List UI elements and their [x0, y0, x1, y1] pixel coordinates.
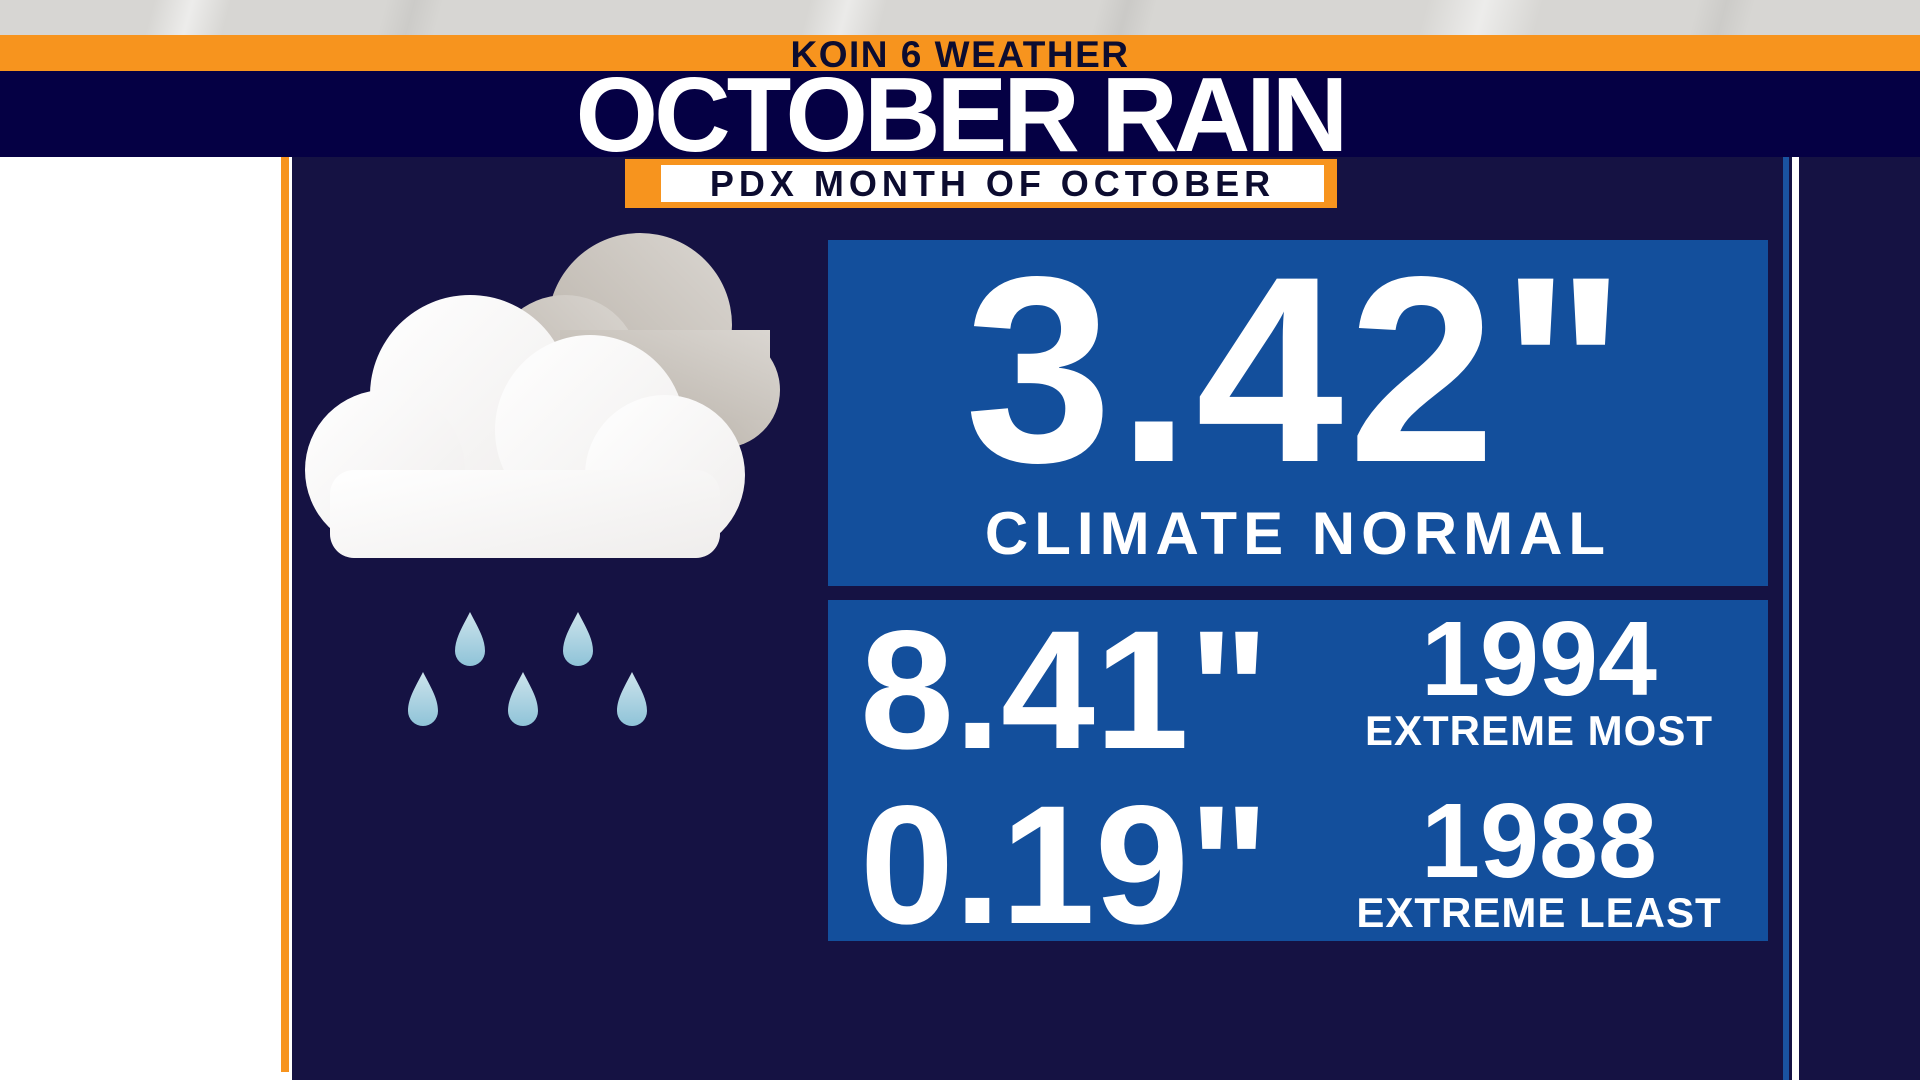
extreme-least-value: 0.19": [860, 770, 1270, 959]
headline-band: OCTOBER RAIN: [0, 62, 1920, 168]
right-blue-stripe: [1783, 157, 1789, 1080]
raindrops-icon: [408, 612, 647, 726]
subtitle-badge-label: PDX MONTH OF OCTOBER: [709, 162, 1276, 204]
page-title: OCTOBER RAIN: [575, 56, 1349, 174]
climate-normal-label: CLIMATE NORMAL: [984, 500, 1612, 567]
top-texture-band: [0, 0, 1920, 35]
subtitle-badge-inner: PDX MONTH OF OCTOBER: [661, 165, 1324, 202]
extreme-most-label: EXTREME MOST: [1364, 707, 1714, 754]
station-label: KOIN 6 WEATHER: [790, 34, 1130, 75]
extreme-most-year: 1994: [1421, 600, 1657, 718]
subtitle-badge: PDX MONTH OF OCTOBER: [625, 159, 1337, 208]
extreme-least-year: 1988: [1421, 782, 1657, 900]
rain-cloud-icon: [280, 200, 820, 760]
extremes-card: 8.41" 1994 EXTREME MOST 0.19" 1988 EXTRE…: [828, 595, 1768, 949]
extreme-most-value: 8.41": [860, 595, 1270, 784]
station-band: KOIN 6 WEATHER: [0, 34, 1920, 75]
climate-normal-card: 3.42" CLIMATE NORMAL: [828, 222, 1768, 586]
left-orange-stripe: [281, 157, 289, 1072]
extreme-least-label: EXTREME LEAST: [1356, 889, 1722, 936]
climate-normal-value: 3.42": [964, 222, 1632, 518]
white-cloud-icon: [305, 295, 745, 558]
right-white-stripe: [1792, 157, 1799, 1080]
